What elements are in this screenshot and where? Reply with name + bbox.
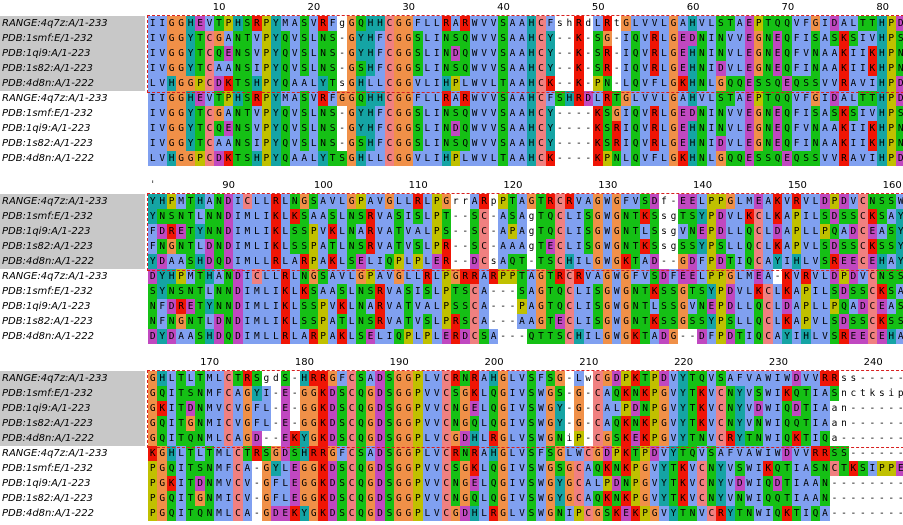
sequence-name[interactable]: RANGE:4q7z:A/1-233 <box>0 194 145 209</box>
ruler-tick: 230 <box>768 357 788 368</box>
ruler-tick: 150 <box>787 180 807 191</box>
sequence-name[interactable]: RANGE:4q7z:A/1-233 <box>2 271 108 282</box>
sequence-name[interactable]: PDB:4d8n:A/1-222 <box>2 331 95 342</box>
ruler-tick: 30 <box>402 2 416 13</box>
ruler-tick: ˈ <box>151 180 155 191</box>
sequence-name-column: RANGE:4q7z:A/1-233 PDB:1smf:E/1-232 PDB:1q… <box>0 16 145 166</box>
ruler-tick: 240 <box>863 357 883 368</box>
ruler-tick: 220 <box>674 357 694 368</box>
ruler-tick: 190 <box>389 357 409 368</box>
ruler-tick: 90 <box>222 180 235 191</box>
ruler-tick: 50 <box>591 2 605 13</box>
ruler-tick: 120 <box>503 180 523 191</box>
alignment-block: ˈ 90 100 110 120 130 140 150 160 RANGE:4q7z:A/1-2… <box>0 178 903 348</box>
sequence-name[interactable]: RANGE:4q7z:A/1-233 <box>2 93 108 104</box>
sequence-name[interactable]: PDB:1s82:A/1-223 <box>0 61 145 76</box>
sequence-name[interactable]: PDB:1smf:E/1-232 <box>0 209 145 224</box>
sequence-name-column: RANGE:4q7z:A/1-233 PDB:1smf:E/1-232 PDB:1q… <box>0 371 145 521</box>
sequence-name[interactable]: PDB:1smf:E/1-232 <box>2 108 93 119</box>
sequence-name[interactable]: PDB:1qi9:A/1-223 <box>2 123 91 134</box>
alignment-block: 170 180 190 200 210 220 230 240 RANGE:4q7z:A/1-2… <box>0 355 903 525</box>
alignment-block: 10 20 30 40 50 60 70 80 RANGE:4q7z:A/1-233 PDB:1s… <box>0 0 903 170</box>
sequence-name[interactable]: PDB:4d8n:A/1-222 <box>0 254 145 269</box>
sequence-name[interactable]: PDB:4d8n:A/1-222 <box>0 431 145 446</box>
ruler-tick: 200 <box>484 357 504 368</box>
sequence-name[interactable]: RANGE:4q7z:A/1-233 <box>2 448 108 459</box>
position-ruler: 170 180 190 200 210 220 230 240 <box>148 357 903 373</box>
sequence-name[interactable]: PDB:1qi9:A/1-223 <box>2 478 91 489</box>
ruler-tick: 180 <box>294 357 314 368</box>
sequence-name[interactable]: PDB:1qi9:A/1-223 <box>0 224 145 239</box>
sequence-name-column: RANGE:4q7z:A/1-233 PDB:1smf:E/1-232 PDB:1q… <box>0 194 145 344</box>
sequence-name[interactable]: PDB:1s82:A/1-223 <box>0 416 145 431</box>
sequence-name[interactable]: PDB:1smf:E/1-232 <box>0 31 145 46</box>
sequence-name[interactable]: PDB:4d8n:A/1-222 <box>0 76 145 91</box>
sequence-name[interactable]: PDB:4d8n:A/1-222 <box>2 153 95 164</box>
sequence-name[interactable]: RANGE:4q7z:A/1-233 <box>0 371 145 386</box>
ruler-tick: 140 <box>693 180 713 191</box>
sequence-name[interactable]: PDB:1smf:E/1-232 <box>2 286 93 297</box>
sequence-name[interactable]: PDB:1qi9:A/1-223 <box>0 401 145 416</box>
position-ruler: ˈ 90 100 110 120 130 140 150 160 <box>148 180 903 196</box>
ruler-tick: 70 <box>781 2 795 13</box>
position-ruler: 10 20 30 40 50 60 70 80 <box>148 2 903 18</box>
ruler-tick: 210 <box>579 357 599 368</box>
sequence-name[interactable]: PDB:1smf:E/1-232 <box>2 463 93 474</box>
sequence-name[interactable]: PDB:4d8n:A/1-222 <box>2 508 95 519</box>
sequence-name[interactable]: PDB:1smf:E/1-232 <box>0 386 145 401</box>
ruler-tick: 160 <box>882 180 902 191</box>
ruler-tick: 10 <box>212 2 226 13</box>
sequence-name[interactable]: PDB:1qi9:A/1-223 <box>2 301 91 312</box>
sequence-name[interactable]: PDB:1s82:A/1-223 <box>2 138 93 149</box>
sequence-name[interactable]: PDB:1s82:A/1-223 <box>2 493 93 504</box>
sequence-name[interactable]: PDB:1qi9:A/1-223 <box>0 46 145 61</box>
sequence-name[interactable]: PDB:1s82:A/1-223 <box>2 316 93 327</box>
ruler-tick: 40 <box>497 2 510 13</box>
sequence-name[interactable]: PDB:1s82:A/1-223 <box>0 239 145 254</box>
ruler-tick: 100 <box>313 180 333 191</box>
ruler-tick: 130 <box>598 180 618 191</box>
ruler-tick: 80 <box>876 2 890 13</box>
ruler-tick: 60 <box>686 2 700 13</box>
ruler-tick: 110 <box>408 180 428 191</box>
ruler-tick: 170 <box>200 357 220 368</box>
sequence-name[interactable]: RANGE:4q7z:A/1-233 <box>0 16 145 31</box>
ruler-tick: 20 <box>307 2 321 13</box>
